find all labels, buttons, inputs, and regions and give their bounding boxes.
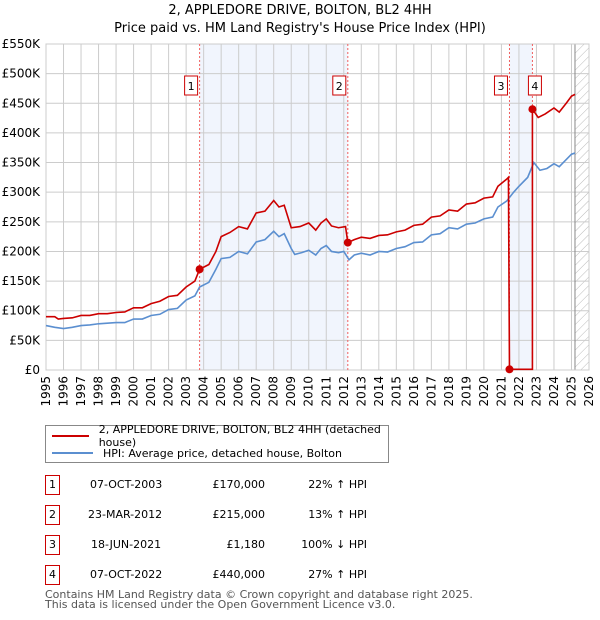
x-tick-label: 2019: [459, 376, 473, 407]
x-tick-label: 2005: [214, 376, 228, 407]
y-tick-label: £450K: [2, 96, 42, 110]
x-tick-label: 1997: [74, 376, 88, 407]
marker-box: [493, 75, 508, 96]
marker-label: 3: [497, 80, 504, 93]
x-tick-label: 2014: [372, 376, 386, 407]
x-tick-label: 2001: [144, 376, 158, 407]
forecast-hatch: [574, 44, 589, 370]
x-tick-label: 2006: [232, 376, 246, 407]
footer: Contains HM Land Registry data © Crown c…: [45, 588, 473, 611]
x-tick-label: 2024: [547, 376, 561, 407]
y-tick-label: £550K: [2, 37, 42, 51]
y-tick-label: £400K: [2, 126, 42, 140]
x-tick-label: 2000: [127, 376, 141, 407]
y-tick-label: £50K: [9, 333, 41, 347]
shaded-range: [509, 44, 533, 370]
marker-label: 2: [336, 80, 343, 93]
x-tick-label: 2007: [249, 376, 263, 407]
table-row: 3 18-JUN-2021 £1,180 100% ↓ HPI: [45, 535, 445, 555]
x-tick-label: 1996: [57, 376, 71, 407]
sale-point: [195, 265, 204, 274]
table-row: 2 23-MAR-2012 £215,000 13% ↑ HPI: [45, 505, 445, 525]
marker-box: [527, 75, 542, 96]
x-tick-label: 2023: [529, 376, 543, 407]
x-tick-label: 2025: [564, 376, 578, 407]
chart-title: 2, APPLEDORE DRIVE, BOLTON, BL2 4HH: [168, 3, 432, 18]
plot-border: [45, 43, 590, 371]
table-row: 4 07-OCT-2022 £440,000 27% ↑ HPI: [45, 565, 445, 585]
y-tick-label: £100K: [2, 304, 42, 318]
legend-item-property: 2, APPLEDORE DRIVE, BOLTON, BL2 4HH (det…: [46, 423, 388, 449]
y-tick-label: £250K: [2, 215, 42, 229]
hpi-line: [45, 152, 576, 330]
sale-point: [343, 238, 352, 247]
x-tick-label: 2017: [424, 376, 438, 407]
x-tick-label: 2012: [337, 376, 351, 407]
x-tick-label: 2011: [319, 376, 333, 407]
property-price-line: [46, 93, 576, 371]
y-tick-label: £0: [25, 363, 40, 377]
x-tick-label: 2018: [442, 376, 456, 407]
chart-subtitle: Price paid vs. HM Land Registry's House …: [114, 21, 486, 36]
y-tick-label: £150K: [2, 274, 42, 288]
marker-box: [332, 75, 347, 96]
x-tick-label: 2010: [302, 376, 316, 407]
x-tick-label: 2022: [512, 376, 526, 407]
legend-item-hpi: HPI: Average price, detached house, Bolt…: [46, 445, 342, 461]
x-tick-label: 2008: [267, 376, 281, 407]
y-tick-label: £200K: [2, 244, 42, 258]
sale-point: [505, 365, 514, 374]
x-tick-label: 2003: [179, 376, 193, 407]
x-tick-label: 1995: [39, 376, 53, 407]
legend: 2, APPLEDORE DRIVE, BOLTON, BL2 4HH (det…: [45, 423, 389, 463]
x-tick-label: 1999: [109, 376, 123, 407]
y-tick-label: £300K: [2, 185, 42, 199]
x-tick-label: 2002: [162, 376, 176, 407]
x-tick-label: 1998: [92, 376, 106, 407]
marker-box: [184, 75, 199, 96]
x-tick-label: 2016: [407, 376, 421, 407]
price-chart: £0 £50K £100K £150K £200K £250K £300K £350K £400…: [2, 37, 596, 407]
y-tick-label: £500K: [2, 67, 42, 81]
y-tick-label: £350K: [2, 156, 42, 170]
x-tick-label: 2004: [197, 376, 211, 407]
table-row: 1 07-OCT-2003 £170,000 22% ↑ HPI: [45, 475, 445, 495]
x-tick-label: 2009: [284, 376, 298, 407]
x-tick-label: 2021: [494, 376, 508, 407]
x-tick-label: 2020: [477, 376, 491, 407]
x-tick-label: 2013: [354, 376, 368, 407]
x-tick-label: 2026: [582, 376, 596, 407]
sale-point: [528, 105, 537, 114]
marker-label: 4: [531, 80, 538, 93]
marker-label: 1: [188, 80, 195, 93]
x-tick-label: 2015: [389, 376, 403, 407]
